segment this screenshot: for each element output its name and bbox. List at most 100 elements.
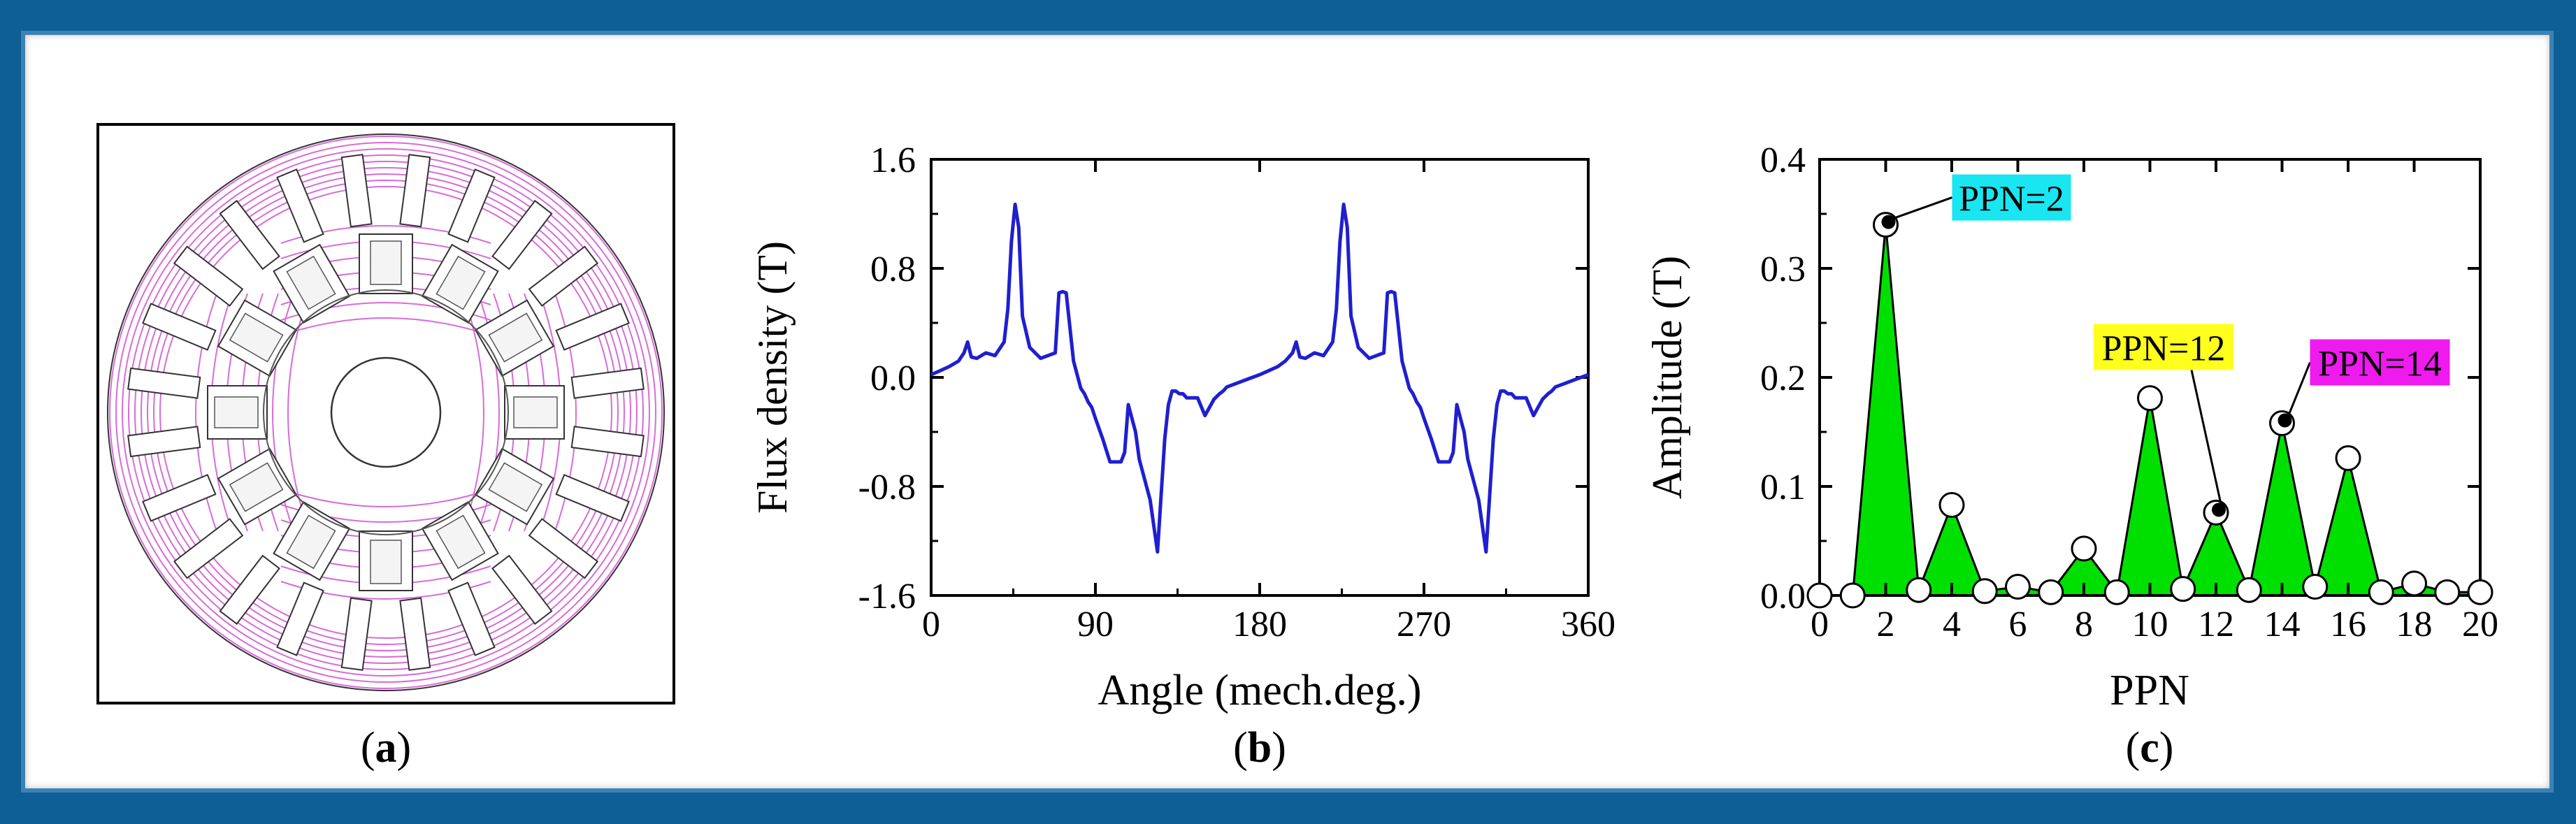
chart-b-x-tick-label: 180 bbox=[1232, 605, 1287, 644]
chart-c-annotation-leader bbox=[1890, 196, 1953, 221]
field-line bbox=[153, 180, 619, 645]
chart-c-annotation-label: PPN=2 bbox=[1959, 180, 2064, 219]
rotor-magnet bbox=[286, 514, 336, 570]
chart-c-point bbox=[1806, 582, 1833, 609]
chart-c-point bbox=[2302, 574, 2329, 600]
motor-cross-section bbox=[96, 123, 675, 704]
chart-c-point bbox=[1906, 577, 1932, 603]
chart-b-flux-series-line bbox=[930, 202, 1589, 554]
chart-b-y-tick-label: -0.8 bbox=[858, 468, 916, 507]
caption-a: (a) bbox=[361, 724, 411, 772]
chart-c-highlight-dot bbox=[2278, 413, 2292, 428]
chart-b-plot-area bbox=[930, 158, 1590, 597]
chart-c-point bbox=[2368, 579, 2394, 605]
field-line bbox=[134, 161, 638, 664]
stator-slot bbox=[276, 168, 324, 243]
flux-line bbox=[280, 317, 491, 336]
chart-c-highlight-dot bbox=[1881, 215, 1896, 229]
chart-b-y-tick-label: 0.8 bbox=[870, 250, 916, 289]
stator-slot bbox=[276, 581, 324, 656]
chart-c-y-tick-label: 0.2 bbox=[1760, 359, 1806, 398]
stator-slot bbox=[173, 245, 244, 307]
chart-c-point bbox=[2467, 579, 2494, 605]
chart-b-y-axis-label: Flux density (T) bbox=[749, 241, 796, 514]
rotor-magnet bbox=[370, 540, 402, 584]
stator-slot bbox=[127, 426, 201, 458]
caption-c: (c) bbox=[2126, 724, 2174, 772]
stator-slot bbox=[528, 518, 599, 579]
chart-c-x-tick-label: 0 bbox=[1811, 605, 1829, 644]
rotor-magnet bbox=[229, 312, 284, 363]
caption-b: (b) bbox=[1233, 724, 1286, 772]
stator-slot bbox=[399, 597, 431, 671]
chart-c-annotation-box bbox=[2310, 339, 2450, 386]
stator-slot bbox=[142, 303, 217, 351]
chart-c-annotation-leader bbox=[2287, 361, 2311, 419]
field-line bbox=[147, 173, 625, 651]
chart-c-x-tick-label: 8 bbox=[2075, 605, 2093, 644]
stator-slot bbox=[399, 154, 431, 228]
stator-slot bbox=[555, 303, 630, 351]
stator-slot bbox=[555, 474, 630, 522]
rotor-magnet bbox=[488, 312, 543, 363]
stator-slot bbox=[447, 168, 496, 243]
flux-line bbox=[554, 293, 577, 532]
chart-c-y-tick-label: 0.0 bbox=[1760, 577, 1806, 616]
chart-c-point bbox=[1971, 578, 1998, 605]
stator-slot bbox=[340, 154, 373, 228]
rotor-magnet bbox=[436, 514, 486, 570]
rotor-magnet bbox=[214, 396, 259, 428]
chart-c-point bbox=[1938, 492, 1965, 519]
chart-c-point bbox=[2005, 574, 2031, 600]
stator-slot bbox=[219, 554, 280, 626]
field-line bbox=[115, 142, 656, 683]
shaft bbox=[330, 356, 442, 468]
field-line bbox=[109, 136, 663, 689]
chart-b-ticks bbox=[930, 158, 1590, 597]
field-line bbox=[128, 154, 644, 670]
chart-c-highlight-dot bbox=[2212, 503, 2226, 517]
chart-c-annotations: PPN=2 PPN=12 PPN=14 bbox=[1890, 174, 2450, 507]
chart-c-y-tick-label: 0.4 bbox=[1760, 140, 1806, 180]
chart-b-x-axis-label: Angle (mech.deg.) bbox=[1098, 667, 1421, 714]
chart-b-x-tick-label: 0 bbox=[922, 605, 940, 644]
stator-slot bbox=[570, 426, 645, 458]
chart-c-annotation-box bbox=[1952, 174, 2071, 221]
rotor-magnet bbox=[513, 396, 558, 428]
chart-c-markers bbox=[1806, 212, 2494, 609]
chart-c-x-tick-label: 18 bbox=[2396, 605, 2433, 644]
airgap-circle bbox=[263, 289, 509, 535]
chart-c-point bbox=[2170, 576, 2196, 602]
chart-c-point bbox=[2434, 579, 2461, 605]
chart-c-point bbox=[2401, 570, 2427, 597]
chart-c-point bbox=[2137, 385, 2163, 412]
field-line bbox=[141, 167, 631, 658]
field-line bbox=[159, 186, 612, 639]
chart-c-annotation-label: PPN=14 bbox=[2318, 345, 2442, 384]
chart-c-x-tick-label: 16 bbox=[2330, 605, 2366, 644]
chart-c-point bbox=[1839, 582, 1866, 609]
stator-slot bbox=[219, 199, 280, 270]
chart-b-x-tick-label: 360 bbox=[1561, 605, 1616, 644]
chart-c-x-tick-label: 20 bbox=[2462, 605, 2498, 644]
chart-c-point bbox=[2335, 444, 2361, 471]
flux-line bbox=[280, 489, 491, 507]
chart-c-point bbox=[2071, 535, 2097, 562]
chart-c-annotation-box bbox=[2094, 324, 2233, 370]
chart-c-annotation-label: PPN=12 bbox=[2102, 328, 2226, 368]
chart-c-point bbox=[2236, 577, 2262, 603]
chart-c-y-tick-labels: 0.0 0.1 0.2 0.3 0.4 bbox=[1760, 140, 1806, 616]
flux-line bbox=[195, 293, 217, 532]
chart-c-y-tick-label: 0.3 bbox=[1760, 250, 1806, 289]
chart-c-x-axis-label: PPN bbox=[2110, 667, 2189, 714]
chart-c-annotation-leader bbox=[2190, 370, 2223, 507]
chart-c-x-tick-label: 14 bbox=[2264, 605, 2301, 644]
rotor-magnet bbox=[370, 240, 402, 285]
chart-b-flux-density: 1.6 0.8 0.0 -0.8 -1.6 0 90 180 270 360 Flux dens… bbox=[749, 140, 1616, 714]
chart-c-harmonic-spectrum: 0.00.10.20.30.4 0 2 4 6 8 10 12 14 16 18 20 PPN=2P… bbox=[1644, 140, 2498, 714]
rotor-magnet bbox=[286, 255, 336, 310]
rotor-magnet bbox=[488, 462, 543, 512]
motor-drawing bbox=[107, 133, 665, 691]
chart-c-x-tick-label: 10 bbox=[2132, 605, 2168, 644]
chart-c-x-tick-labels: 0 2 4 6 8 10 12 14 16 18 20 bbox=[1811, 605, 2498, 644]
